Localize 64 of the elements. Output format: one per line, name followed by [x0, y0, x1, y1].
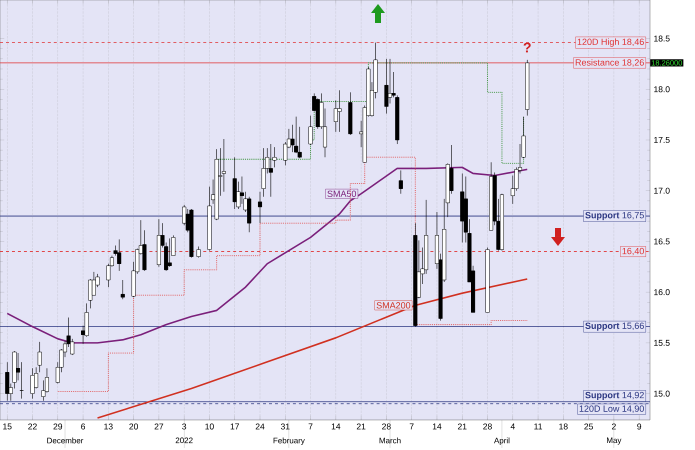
ref-line-label: 16,40: [622, 248, 644, 256]
candlestick: [222, 138, 226, 192]
x-tick-label: 14: [332, 424, 340, 430]
candlestick: [268, 144, 273, 198]
candlestick: [20, 362, 24, 399]
x-tick-label: 21: [458, 424, 467, 430]
line-series: [96, 278, 528, 419]
candlestick: [117, 239, 122, 272]
candlestick: [398, 170, 403, 194]
x-tick-label: 18: [559, 424, 568, 430]
x-tick-label: 22: [28, 424, 37, 430]
candlestick: [258, 191, 262, 224]
x-tick-label: 15: [3, 424, 12, 430]
x-tick-label: 31: [280, 424, 290, 430]
x-tick-label: 2: [612, 424, 616, 430]
series-label: SMA50: [327, 190, 356, 197]
x-tick-label: 28: [483, 424, 492, 430]
series-label: SMA200: [376, 302, 410, 309]
ref-line-label: Support 15,66: [585, 322, 644, 331]
x-tick-label: 24: [256, 424, 264, 430]
ref-line-label: 120D High 18,46: [578, 38, 644, 47]
candlestick: [232, 156, 237, 210]
candlestick: [262, 148, 266, 198]
candlestick: [38, 342, 42, 373]
y-tick-label: 17.0: [654, 188, 670, 194]
candlestick: [384, 58, 388, 114]
ref-line-label: Support 16,75: [585, 212, 644, 220]
y-tick-label: 16.5: [654, 238, 670, 244]
x-tick-label: 17: [230, 424, 240, 430]
ref-line-label: Resistance 18,26: [576, 59, 644, 67]
x-tick-label: 3: [182, 424, 186, 430]
x-tick-label: 25: [584, 424, 593, 430]
ref-line-label: 120D Low 14,90: [580, 405, 644, 413]
candlestick: [388, 58, 392, 104]
candlestick: [120, 280, 125, 300]
y-tick-label: 16.0: [654, 289, 670, 296]
y-tick-label: 17.5: [654, 137, 670, 143]
candlestick: [308, 115, 313, 146]
x-tick-label: 4: [510, 424, 515, 430]
x-tick-label: 21: [356, 424, 366, 430]
x-tick-label: 11: [534, 424, 542, 430]
x-tick-label: 9: [637, 424, 642, 430]
x-tick-label: 20: [129, 424, 138, 430]
x-tick-label: 10: [205, 424, 214, 430]
candlestick: [168, 238, 172, 268]
candlestick: [30, 368, 35, 399]
y-tick-label: 18.0: [654, 86, 670, 92]
y-tick-label: 15.5: [654, 340, 670, 346]
x-tick-label: 7: [410, 424, 414, 430]
x-tick-label: 28: [382, 424, 391, 430]
candlestick: [337, 90, 342, 132]
ref-line-label: Support 14,92: [585, 392, 644, 400]
x-tick-label: 29: [54, 424, 62, 430]
y-tick-label: 18.5: [654, 36, 670, 42]
y-tick-label: 15.0: [654, 390, 670, 397]
candlestick: [5, 362, 10, 402]
candlestick: [196, 246, 201, 258]
x-tick-label: 27: [154, 424, 164, 430]
x-tick-label: 14: [432, 424, 442, 430]
candlestick: [88, 278, 92, 309]
x-tick-label: 13: [104, 424, 113, 430]
x-tick-label: 7: [308, 424, 312, 430]
annotation: ?: [524, 42, 531, 52]
x-tick-label: 6: [81, 424, 86, 430]
